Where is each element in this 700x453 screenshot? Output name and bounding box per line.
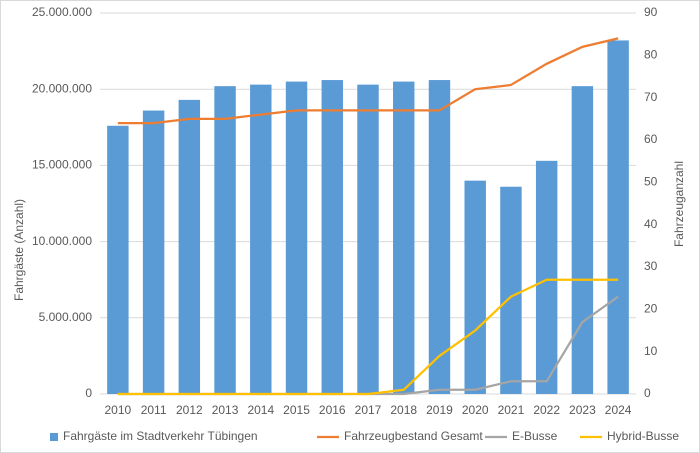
legend-label: Fahrgäste im Stadtverkehr Tübingen <box>63 429 258 443</box>
bar <box>393 81 415 394</box>
y-axis-title: Fahrgäste (Anzahl) <box>12 199 26 301</box>
x-tick-label: 2019 <box>426 403 453 417</box>
y-tick-label: 25.000.000 <box>32 5 92 19</box>
bar <box>500 186 522 394</box>
bar <box>214 86 236 394</box>
bar <box>607 40 629 394</box>
bar <box>535 160 558 394</box>
x-tick-label: 2024 <box>605 403 632 417</box>
y2-axis-title: Fahrzeuganzahl <box>672 161 686 247</box>
y-tick-label: 5.000.000 <box>39 310 93 324</box>
bar <box>357 84 379 395</box>
bar <box>250 84 272 395</box>
bar <box>285 81 308 394</box>
y-tick-label: 0 <box>85 386 92 400</box>
x-tick-label: 2015 <box>283 403 310 417</box>
y2-tick-label: 50 <box>644 175 658 189</box>
x-tick-label: 2017 <box>355 403 382 417</box>
y2-tick-label: 60 <box>644 132 658 146</box>
line <box>117 278 619 396</box>
y-tick-label: 10.000.000 <box>32 234 92 248</box>
x-tick-label: 2020 <box>462 403 489 417</box>
y2-tick-label: 90 <box>644 5 658 19</box>
x-tick-label: 2011 <box>141 403 167 417</box>
x-tick-label: 2014 <box>247 403 274 417</box>
y2-tick-label: 10 <box>644 344 658 358</box>
bar <box>178 99 201 395</box>
x-tick-label: 2021 <box>498 403 525 417</box>
x-tick-label: 2012 <box>176 403 203 417</box>
y-tick-label: 15.000.000 <box>32 158 92 172</box>
bar <box>107 125 129 394</box>
legend-label: Hybrid-Busse <box>607 429 679 443</box>
x-tick-label: 2022 <box>533 403 560 417</box>
y2-tick-label: 80 <box>644 48 658 62</box>
y2-tick-label: 20 <box>644 302 658 316</box>
y2-tick-label: 30 <box>644 259 658 273</box>
x-tick-label: 2013 <box>212 403 239 417</box>
y2-tick-label: 0 <box>644 386 651 400</box>
y-tick-label: 20.000.000 <box>32 81 92 95</box>
bar <box>571 86 594 394</box>
y2-tick-label: 70 <box>644 90 658 104</box>
legend-label: Fahrzeugbestand Gesamt <box>344 429 483 443</box>
legend-label: E-Busse <box>512 429 558 443</box>
legend-swatch <box>50 433 58 441</box>
bar <box>142 110 165 394</box>
x-tick-label: 2016 <box>319 403 346 417</box>
y2-tick-label: 40 <box>644 217 658 231</box>
bar <box>464 180 486 394</box>
x-tick-label: 2023 <box>569 403 596 417</box>
line <box>117 37 619 125</box>
x-tick-label: 2018 <box>390 403 417 417</box>
bar <box>321 80 343 394</box>
bar <box>428 80 451 394</box>
x-tick-label: 2010 <box>105 403 132 417</box>
